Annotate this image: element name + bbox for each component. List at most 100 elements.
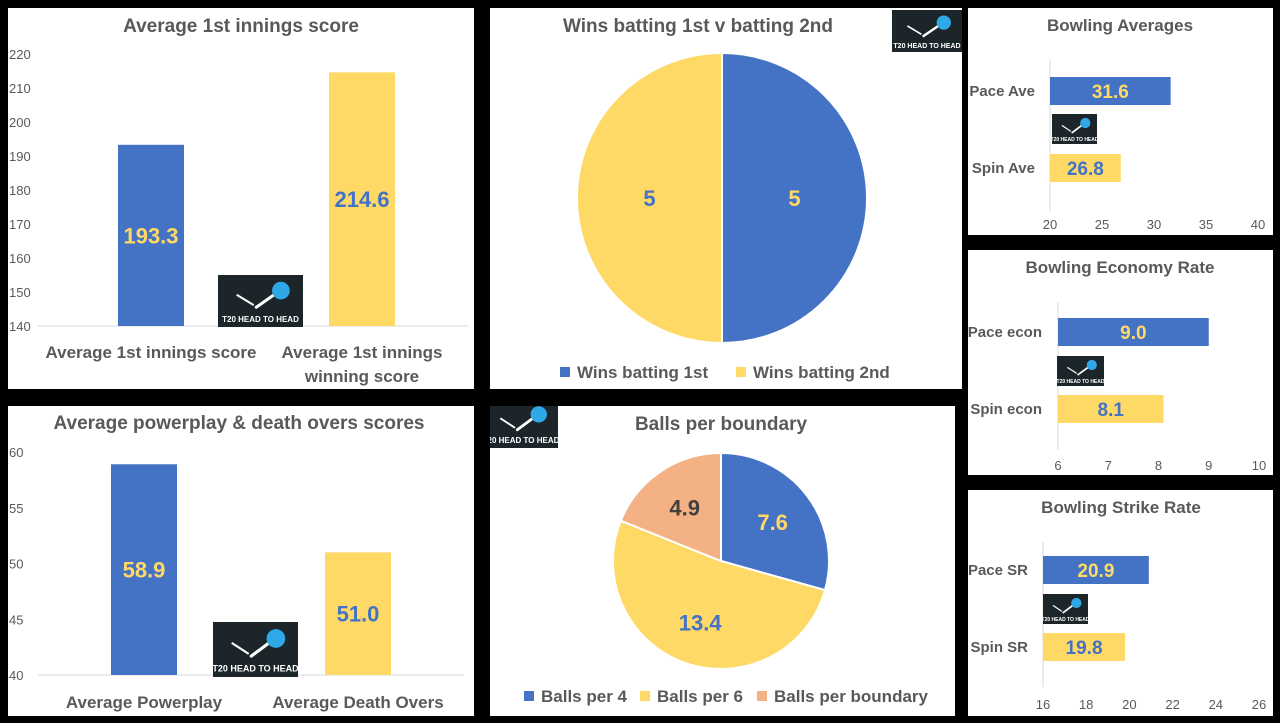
bar-value-label: 26.8 <box>1067 159 1104 180</box>
bar-value-label: 19.8 <box>1066 638 1103 659</box>
logo-bat-icon <box>1061 124 1072 132</box>
pie-slice <box>576 51 723 345</box>
logo-bat-icon <box>1067 366 1078 374</box>
bar-value-label: 51.0 <box>337 602 380 627</box>
x-category-label: Average Death Overs <box>272 693 443 712</box>
logo-badge: T20 HEAD TO HEAD <box>212 622 299 677</box>
logo-text: T20 HEAD TO HEAD <box>1057 379 1105 385</box>
y-tick-label: 210 <box>9 81 31 96</box>
y-tick-label: 50 <box>9 557 23 572</box>
balls-per-boundary-chart: Balls per boundary 7.6 13.4 4.9 Balls per 4 B… <box>490 406 955 716</box>
bar-value-label: 214.6 <box>334 187 389 212</box>
logo-bat-icon <box>499 417 516 429</box>
x-tick-label: 30 <box>1147 217 1161 232</box>
logo-streak-icon <box>515 416 535 432</box>
bowling-strike-rate-chart: Bowling Strike Rate 16 18 20 22 24 26 20.9 Pace … <box>968 490 1273 716</box>
x-category-label: Average 1st innings score <box>45 343 256 362</box>
logo-background <box>1052 114 1097 144</box>
pie-slice <box>612 519 827 670</box>
x-tick-label: 40 <box>1251 217 1265 232</box>
x-tick-label: 26 <box>1252 697 1266 712</box>
legend-swatch <box>736 367 746 377</box>
bar-value-label: 193.3 <box>123 223 178 248</box>
logo-bat-icon <box>906 25 922 36</box>
wins-batting-chart: Wins batting 1st v batting 2nd 5 5 Wins bat… <box>490 8 962 389</box>
x-tick-label: 7 <box>1105 458 1112 473</box>
x-category-label: winning score <box>304 367 419 386</box>
y-tick-label: 60 <box>9 445 23 460</box>
x-tick-label: 16 <box>1036 697 1050 712</box>
x-tick-label: 9 <box>1205 458 1212 473</box>
bar <box>1058 318 1209 346</box>
legend-swatch <box>757 691 767 701</box>
logo-streak-icon <box>1077 366 1089 376</box>
bar <box>325 552 391 675</box>
logo-ball-icon <box>936 15 951 30</box>
y-tick-label: 170 <box>9 217 31 232</box>
slice-value-label: 13.4 <box>679 610 723 635</box>
legend-label: Balls per 4 <box>541 687 628 706</box>
chart-title: Wins batting 1st v batting 2nd <box>563 16 833 37</box>
bowling-economy-chart: Bowling Economy Rate 6 7 8 9 10 9.0 Pace econ 8.… <box>968 250 1273 475</box>
pie-slice <box>720 451 830 592</box>
chart-title: Average powerplay & death overs scores <box>53 413 424 434</box>
logo-text: T20 HEAD TO HEAD <box>1051 137 1099 143</box>
chart-title: Bowling Averages <box>1047 16 1193 35</box>
x-tick-label: 24 <box>1209 697 1223 712</box>
x-tick-label: 35 <box>1199 217 1213 232</box>
logo-ball-icon <box>266 629 286 648</box>
logo-background <box>892 10 962 52</box>
logo-badge: T20 HEAD TO HEAD <box>218 275 303 327</box>
logo-bat-icon <box>1052 604 1063 612</box>
logo-background <box>213 622 298 677</box>
y-tick-label: 220 <box>9 47 31 62</box>
x-category-label: Average Powerplay <box>66 693 223 712</box>
y-category-label: Pace Ave <box>969 83 1035 100</box>
bar-value-label: 20.9 <box>1077 561 1114 582</box>
bar-value-label: 9.0 <box>1120 323 1146 344</box>
first-innings-chart: Average 1st innings score 140 150 160 170 180… <box>8 8 474 389</box>
logo-streak-icon <box>1071 124 1083 134</box>
bar <box>111 464 177 675</box>
x-tick-label: 6 <box>1054 458 1061 473</box>
legend-label: Balls per boundary <box>774 687 929 706</box>
logo-streak-icon <box>249 641 271 658</box>
logo-ball-icon <box>272 281 290 300</box>
pie-slice <box>721 51 868 345</box>
logo-badge: T20 HEAD TO HEAD <box>1051 114 1099 144</box>
bar <box>329 72 395 326</box>
logo-text: T20 HEAD TO HEAD <box>893 43 960 50</box>
bar-value-label: 8.1 <box>1098 400 1125 421</box>
logo-background <box>1043 594 1088 624</box>
logo-badge: T20 HEAD TO HEAD <box>1042 594 1090 624</box>
y-category-label: Pace SR <box>968 562 1028 579</box>
x-category-label: Average 1st innings <box>282 343 443 362</box>
bar <box>1050 77 1171 105</box>
bar <box>1050 154 1121 182</box>
logo-ball-icon <box>530 406 547 423</box>
legend-label: Wins batting 1st <box>577 363 708 382</box>
y-category-label: Spin Ave <box>972 160 1035 177</box>
logo-badge: T20 HEAD TO HEAD <box>490 406 560 448</box>
chart-title: Average 1st innings score <box>123 16 359 37</box>
x-tick-label: 20 <box>1122 697 1136 712</box>
y-tick-label: 40 <box>9 668 23 683</box>
y-tick-label: 55 <box>9 501 23 516</box>
bar-value-label: 58.9 <box>123 558 166 583</box>
y-category-label: Pace econ <box>968 324 1042 341</box>
x-tick-label: 10 <box>1252 458 1266 473</box>
y-tick-label: 140 <box>9 319 31 334</box>
logo-text: T20 HEAD TO HEAD <box>490 436 560 445</box>
x-tick-label: 8 <box>1155 458 1162 473</box>
legend-label: Wins batting 2nd <box>753 363 890 382</box>
logo-streak-icon <box>1062 604 1074 614</box>
logo-bat-icon <box>231 642 250 655</box>
powerplay-death-chart: Average powerplay & death overs scores 40… <box>8 406 474 716</box>
pie-slice <box>619 451 722 563</box>
legend-swatch <box>560 367 570 377</box>
chart-title: Bowling Economy Rate <box>1026 258 1215 277</box>
x-tick-label: 20 <box>1043 217 1057 232</box>
y-tick-label: 180 <box>9 183 31 198</box>
y-category-label: Spin econ <box>970 401 1042 418</box>
slice-value-label: 5 <box>643 186 655 211</box>
